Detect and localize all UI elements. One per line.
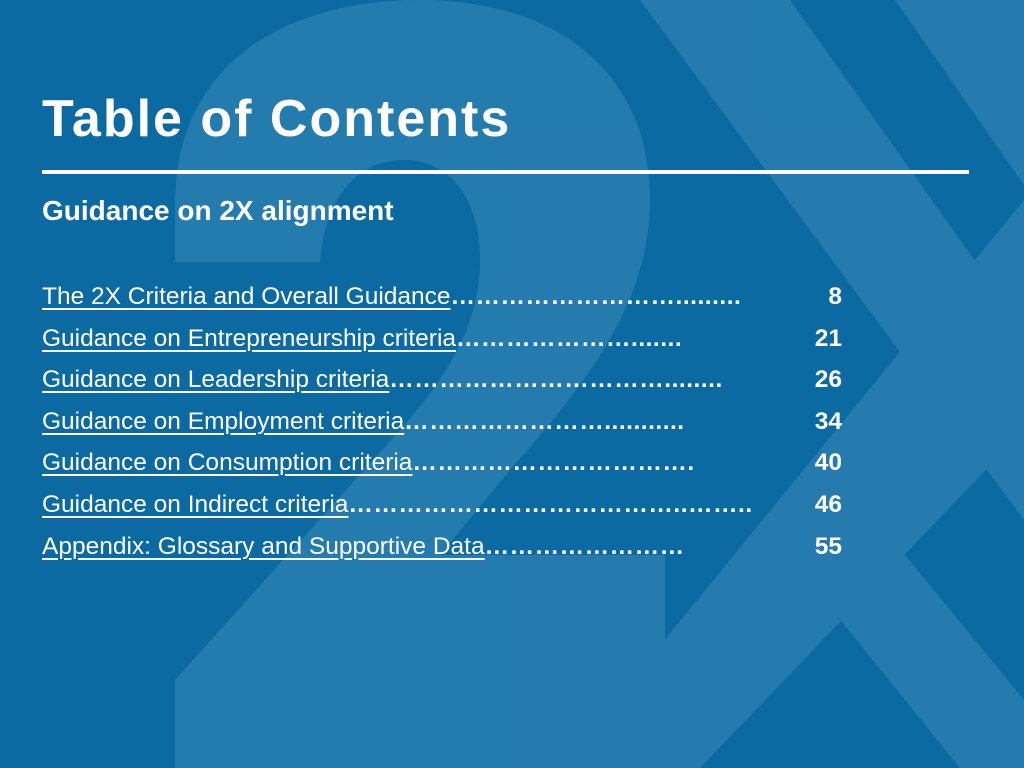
section-subtitle: Guidance on 2X alignment (42, 195, 394, 226)
toc-page-number: 8 (828, 283, 842, 310)
toc-page-number: 26 (814, 366, 842, 394)
toc-entry: Guidance on Leadership criteria ……………………… (42, 359, 842, 401)
toc-link-indirect[interactable]: Guidance on Indirect criteria (42, 490, 349, 518)
toc-entry: Guidance on Indirect criteria …………………………… (42, 484, 842, 526)
toc-dot-leader: ……………………........... (404, 407, 685, 435)
toc-page-number: 46 (814, 490, 842, 518)
toc-entry: Guidance on Consumption criteria …………………… (42, 442, 842, 484)
toc-link-employment[interactable]: Guidance on Employment criteria (42, 407, 405, 435)
title-divider (42, 170, 969, 174)
toc-link-consumption[interactable]: Guidance on Consumption criteria (42, 449, 413, 477)
toc-dot-leader: …………………………………..…….. (348, 490, 753, 518)
toc-entry: Guidance on Employment criteria ……………………… (42, 401, 842, 443)
toc-link-appendix[interactable]: Appendix: Glossary and Supportive Data (42, 532, 485, 560)
toc-page-number: 34 (814, 407, 842, 435)
toc-link-leadership[interactable]: Guidance on Leadership criteria (42, 366, 390, 394)
toc-link-entrepreneurship[interactable]: Guidance on Entrepreneurship criteria (42, 324, 457, 352)
toc-page-number: 40 (814, 449, 842, 477)
toc-dot-leader: ……………………………. (412, 449, 695, 477)
toc-entry: The 2X Criteria and Overall Guidance ………… (42, 276, 842, 318)
toc-dot-leader: …………………....... (456, 324, 683, 352)
toc-entry: Appendix: Glossary and Supportive Data …… (42, 526, 842, 568)
toc-entry: Guidance on Entrepreneurship criteria ……… (42, 318, 842, 360)
page-title: Table of Contents (42, 90, 512, 148)
toc-dot-leader: …………………… (484, 532, 685, 560)
toc-dot-leader: ……………………………........ (389, 366, 723, 394)
toc-page-number: 21 (814, 324, 842, 352)
toc-dot-leader: ………………………......... (450, 283, 742, 310)
toc-list: The 2X Criteria and Overall Guidance ………… (42, 276, 842, 567)
toc-link-2x-criteria[interactable]: The 2X Criteria and Overall Guidance (42, 283, 451, 310)
toc-page-number: 55 (814, 532, 842, 560)
